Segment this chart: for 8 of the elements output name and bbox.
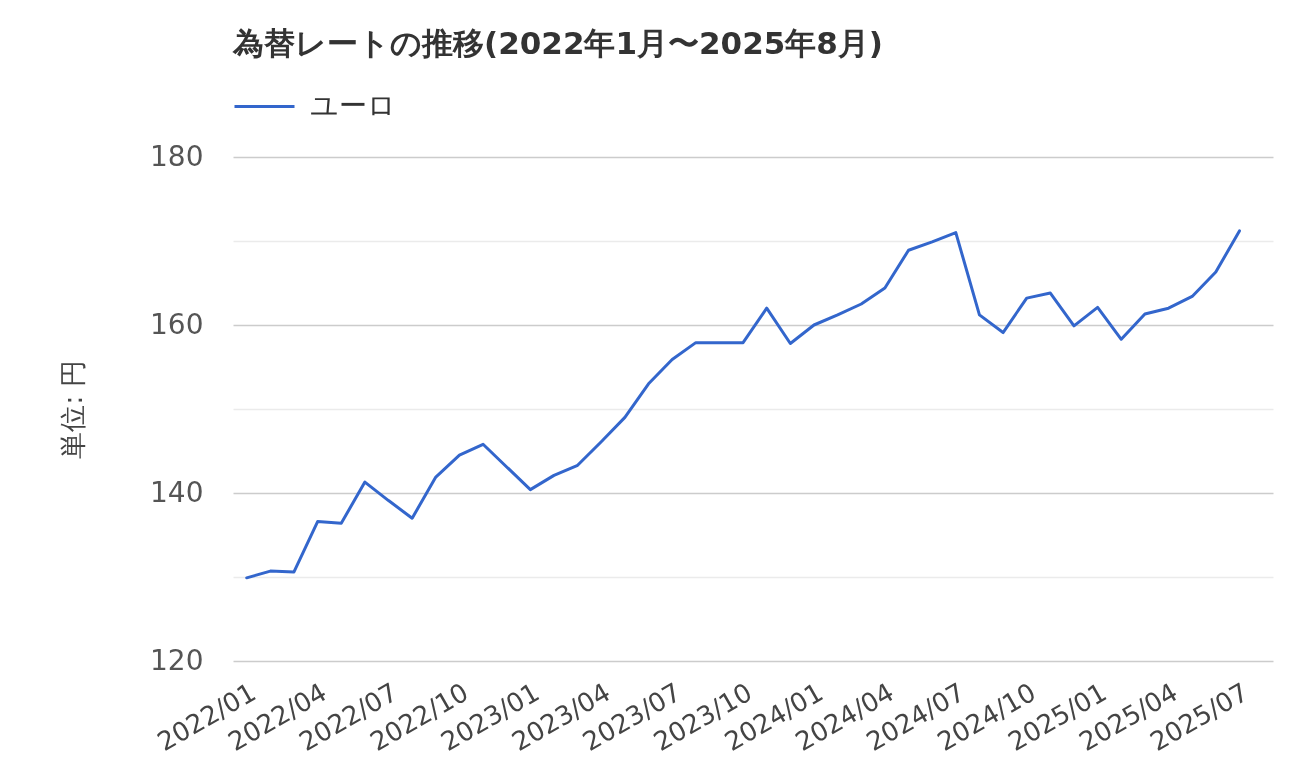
legend-label: ユーロ	[310, 88, 396, 122]
line-series	[245, 229, 1241, 580]
y-tick-label: 180	[150, 139, 204, 173]
y-tick-label: 160	[150, 307, 204, 341]
y-tick-label: 120	[150, 643, 204, 677]
chart-title: 為替レートの推移(2022年1月〜2025年8月)	[232, 25, 884, 61]
y-axis-title: 単位: 円	[57, 360, 89, 459]
y-tick-label: 140	[150, 475, 204, 509]
